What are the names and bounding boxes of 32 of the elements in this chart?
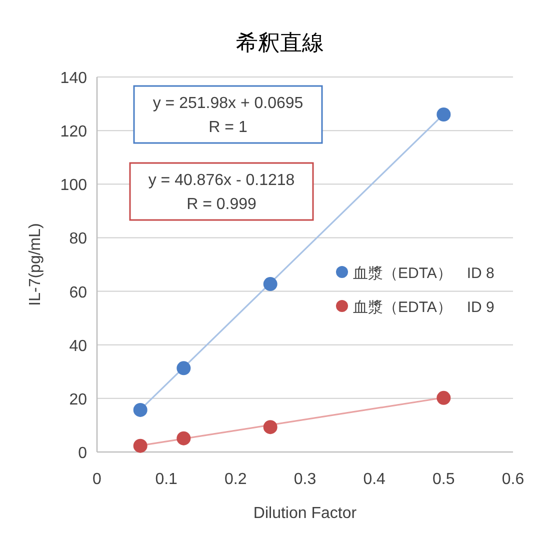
x-tick-label: 0.3: [294, 471, 316, 488]
x-axis-title: Dilution Factor: [253, 505, 358, 522]
annotation: y = 251.98x + 0.0695: [152, 95, 304, 112]
point: [263, 277, 278, 292]
x-tick-label: 0.1: [155, 471, 178, 488]
point: [133, 402, 148, 417]
x-tick-label: 0.2: [224, 471, 247, 488]
y-tick-label: 140: [60, 70, 88, 87]
point: [176, 431, 191, 446]
point: [133, 438, 148, 453]
x-tick-label: 0.6: [502, 471, 524, 488]
y-axis-title: IL-7(pg/mL): [27, 223, 44, 306]
legend-item: 血漿（EDTA） ID 8: [336, 265, 494, 282]
legend-item: 血漿（EDTA） ID 9: [336, 299, 494, 316]
x-tick-label: 0: [92, 471, 102, 488]
y-tick-label: 20: [69, 391, 88, 408]
y-tick-label: 100: [60, 177, 88, 194]
annotation: y = 40.876x - 0.1218: [148, 172, 295, 189]
y-tick-label: 120: [60, 124, 88, 141]
y-tick-label: 60: [69, 284, 88, 302]
x-tick-label: 0.4: [363, 471, 386, 488]
point: [436, 390, 451, 405]
x-tick-label: 0.5: [432, 471, 455, 488]
point: [436, 108, 451, 122]
annotation: R = 0.999: [186, 196, 257, 213]
y-tick-label: 40: [69, 338, 88, 355]
point: [176, 361, 191, 376]
y-tick-label: 80: [69, 230, 88, 248]
chart-title: 希釈直線: [236, 30, 324, 55]
annotation: R = 1: [208, 119, 248, 136]
y-tick-label: 0: [78, 445, 88, 462]
point: [263, 420, 278, 434]
